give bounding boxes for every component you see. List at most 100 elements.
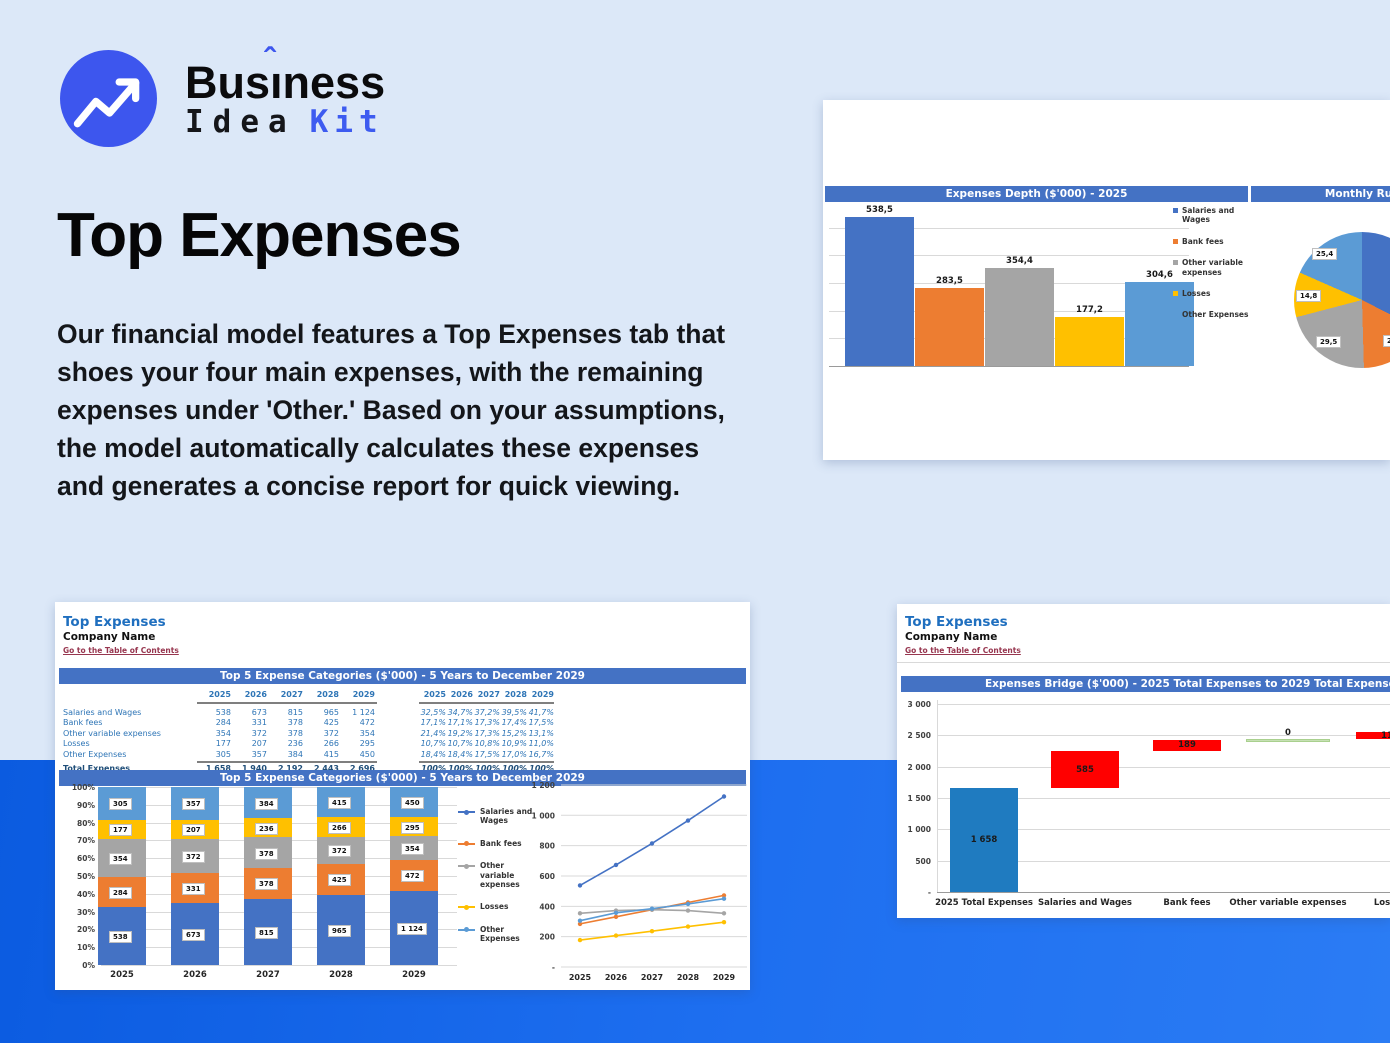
row-label: Total Expenses [63, 764, 131, 773]
table-row: Other variable expenses 354 372 378 372 354 21… [63, 729, 554, 739]
cell-percent: 17,1% [420, 718, 446, 728]
segment-value-label: 673 [182, 929, 205, 942]
data-point [613, 933, 619, 938]
cell-percent: 2026 [450, 690, 473, 699]
data-point [577, 918, 583, 923]
segment-value-label: 1 124 [397, 922, 427, 935]
cell-percent: 10,9% [501, 739, 527, 749]
y-axis-tick: 90% [77, 800, 95, 810]
segment-value-label: 378 [255, 878, 278, 891]
table-of-contents-link[interactable]: Go to the Table of Contents [63, 646, 179, 655]
pie-slice-label: 25,4 [1312, 248, 1338, 260]
cell-value: 415 [323, 749, 339, 759]
row-label: Other variable expenses [63, 728, 161, 738]
cell-percent: 18,4% [420, 749, 446, 759]
gridline [937, 704, 1390, 705]
line-chart-legend: Salaries and Wages Bank fees Other variabl… [458, 807, 540, 943]
segment-value-label: 425 [328, 874, 351, 887]
cell-value: 2025 [208, 690, 231, 699]
x-axis-label: 2028 [677, 973, 700, 982]
cell-value: 378 [287, 728, 303, 738]
waterfall-value-label: 585 [1076, 764, 1094, 775]
cell-percent: 2025 [423, 690, 446, 699]
cell-value: 177 [215, 739, 231, 749]
cell-percent: 17,3% [474, 728, 500, 738]
table-of-contents-link[interactable]: Go to the Table of Contents [905, 646, 1021, 655]
sheet-company-name: Company Name [905, 631, 998, 643]
spacer [375, 718, 419, 728]
x-axis-label: 2025 [569, 973, 592, 982]
x-axis-label: Bank fees [1163, 898, 1211, 908]
page-description: Our financial model features a Top Expen… [57, 319, 726, 501]
segment-value-label: 177 [109, 824, 132, 837]
cell-value: 1 658 [205, 764, 231, 773]
gridline [937, 829, 1390, 831]
x-axis-label: 2027 [641, 973, 663, 982]
legend-item: Salaries and Wages [1173, 206, 1253, 225]
cell-value: 2028 [316, 690, 339, 699]
x-axis-label: 2026 [183, 970, 207, 980]
segment-value-label: 378 [255, 847, 278, 860]
segment-value-label: 331 [182, 883, 205, 896]
cell-percent: 17,5% [528, 718, 554, 728]
legend-item: Bank fees [458, 839, 540, 848]
cell-value: 354 [215, 728, 231, 738]
spacer [375, 750, 419, 760]
cell-value: 266 [323, 739, 339, 749]
legend-item: Other Expenses [1173, 310, 1253, 319]
cell-value: 815 [287, 708, 303, 717]
legend-label: Bank fees [480, 838, 522, 848]
legend-line-marker [458, 904, 475, 910]
cell-percent: 39,5% [501, 708, 527, 717]
brand-logo [60, 50, 157, 147]
expenses-bridge-card: Top Expenses Company Name Go to the Tabl… [897, 604, 1390, 918]
divider [897, 662, 1390, 663]
legend-swatch [1173, 238, 1178, 244]
cell-value: 472 [359, 718, 375, 728]
cell-percent: 100% [421, 764, 446, 773]
cell-value: 207 [251, 739, 267, 749]
gridline [829, 255, 1189, 257]
data-point [649, 906, 655, 911]
depth-bar [985, 267, 1054, 366]
legend-label: Losses [480, 902, 509, 912]
gridline [937, 735, 1390, 737]
legend-line-marker [458, 841, 475, 847]
legend-item: Salaries and Wages [458, 807, 540, 826]
legend-item: Bank fees [1173, 237, 1253, 246]
cell-percent: 17,0% [501, 749, 527, 759]
pie-slice-label: 23,6 [1383, 335, 1390, 347]
gridline [101, 965, 457, 966]
data-point [613, 910, 619, 915]
cell-value: 372 [323, 728, 339, 738]
cell-percent: 16,7% [528, 749, 554, 759]
x-axis-label: 2025 [110, 970, 134, 980]
data-point [613, 914, 619, 919]
data-point [577, 883, 583, 888]
pie-slice-label: 14,8 [1296, 290, 1322, 302]
sheet-title: Top Expenses [63, 614, 166, 630]
expenses-bridge-waterfall-chart: 3 000 2 500 2 000 1 500 1 000 500 - 1 658 2025 T… [901, 700, 1390, 912]
waterfall-bar [950, 788, 1018, 892]
segment-value-label: 284 [109, 887, 132, 899]
cell-value: 2 696 [349, 764, 375, 773]
data-point [685, 901, 691, 907]
data-point [721, 893, 727, 898]
row-label: Losses [63, 739, 90, 749]
y-axis-line [937, 700, 938, 892]
y-axis-tick: 1 000 [532, 811, 556, 820]
page-title: Top Expenses [57, 201, 462, 270]
bar-value-label: 283,5 [936, 275, 963, 286]
x-axis-label: 2027 [256, 970, 280, 980]
data-point [613, 862, 619, 868]
y-axis-tick: 70% [77, 836, 95, 846]
spacer [375, 690, 419, 700]
cell-percent: 100% [529, 764, 554, 773]
table-row: Losses 177 207 236 266 295 10,7% 10,7% 10,8% 10,9… [63, 739, 554, 749]
legend-label: Bank fees [1182, 236, 1224, 246]
top5-expenses-table: 2025 2026 2027 2028 2029 2025 2026 2027 2028 2029… [63, 690, 554, 773]
cell-value: 965 [323, 708, 339, 717]
table-row: Other Expenses 305 357 384 415 450 18,4% 18,4% 1… [63, 750, 554, 760]
data-point [721, 794, 727, 799]
